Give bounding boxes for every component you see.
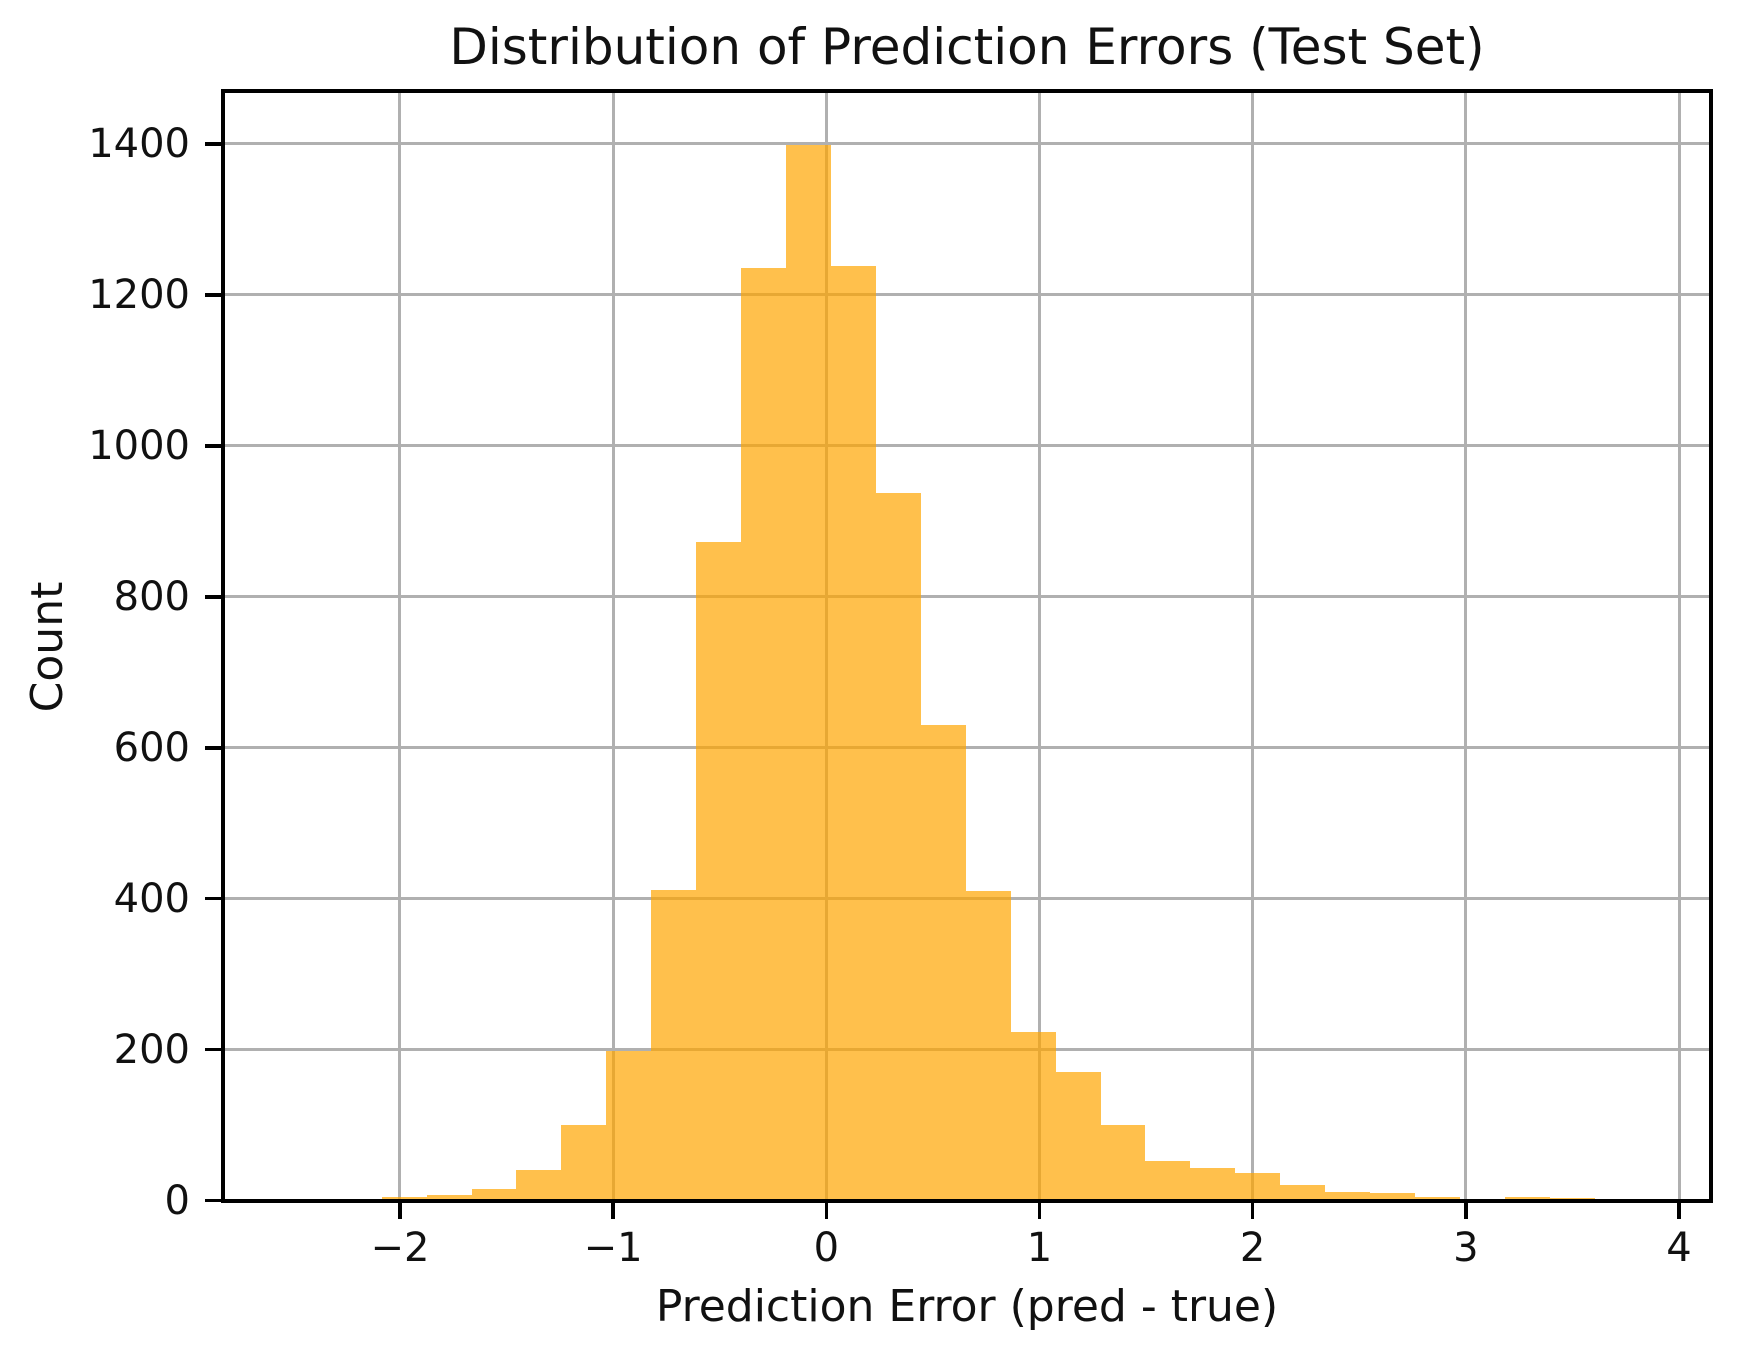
histogram-bar [1010,1031,1056,1199]
x-tick-label: 0 [813,1225,840,1271]
histogram-bar [651,890,697,1199]
y-gridline [224,293,1710,297]
y-tick-label: 200 [113,1026,190,1073]
y-tick-mark [205,142,222,146]
histogram-bar [1550,1198,1595,1199]
histogram-bar [1055,1071,1101,1199]
x-gridline [1464,92,1468,1199]
histogram-bar [1280,1184,1326,1199]
x-tick-label: −1 [583,1225,643,1271]
histogram-bar [1415,1196,1461,1199]
top-spine [221,89,1713,93]
histogram-bar [696,541,742,1199]
x-tick-label: −2 [370,1225,430,1271]
y-tick-label: 600 [113,724,190,771]
y-tick-label: 1400 [88,120,190,167]
histogram-bar [381,1196,427,1199]
x-gridline [611,92,615,1199]
y-gridline [224,444,1710,448]
histogram-bar [606,1051,652,1199]
right-spine [1709,89,1713,1203]
x-tick-mark [1250,1202,1255,1219]
y-tick-label: 0 [164,1177,190,1224]
x-tick-label: 1 [1026,1225,1053,1271]
y-gridline [224,595,1710,599]
histogram-bar [1505,1196,1551,1199]
left-spine [221,89,225,1203]
x-tick-label: 3 [1453,1225,1479,1271]
y-tick-mark [205,1047,222,1052]
y-tick-mark [205,896,222,901]
histogram-bar [830,266,876,1199]
y-tick-mark [205,293,222,297]
y-gridline [224,142,1710,146]
histogram-bar [1145,1160,1191,1199]
y-tick-label: 1000 [88,422,190,469]
y-tick-label: 1200 [88,271,190,318]
histogram-bar [920,725,966,1199]
x-tick-label: 4 [1666,1225,1692,1271]
x-gridline [1251,92,1255,1199]
y-tick-mark [205,444,222,448]
x-gridline [1037,92,1041,1199]
histogram-bar [426,1195,472,1199]
histogram-bar [1100,1125,1146,1199]
x-tick-mark [1037,1202,1042,1219]
y-tick-label: 400 [113,875,190,922]
x-axis-label: Prediction Error (pred - true) [655,1281,1279,1332]
histogram-bar [1190,1168,1236,1199]
y-gridline [224,746,1710,750]
histogram-bar [1325,1191,1371,1199]
x-tick-mark [611,1202,615,1219]
x-tick-mark [398,1202,402,1219]
histogram-bar [965,891,1011,1199]
x-tick-mark [824,1202,829,1219]
x-tick-mark [1464,1202,1468,1219]
histogram-bar [1370,1193,1416,1199]
histogram-bar [561,1125,607,1199]
histogram-bar [875,492,921,1199]
y-tick-label: 800 [113,573,190,620]
histogram-bar [516,1169,562,1199]
y-tick-mark [205,746,222,750]
histogram-bar [741,268,786,1199]
y-tick-mark [205,595,222,599]
histogram-bar [1235,1172,1281,1199]
histogram-bar [471,1188,517,1199]
y-tick-mark [205,1198,222,1203]
bottom-spine [221,1199,1713,1203]
histogram-bar [786,145,831,1199]
chart-title: Distribution of Prediction Errors (Test … [449,18,1485,76]
x-gridline [398,92,402,1199]
x-gridline [1677,92,1681,1199]
x-tick-mark [1677,1202,1681,1219]
x-tick-label: 2 [1239,1225,1266,1271]
